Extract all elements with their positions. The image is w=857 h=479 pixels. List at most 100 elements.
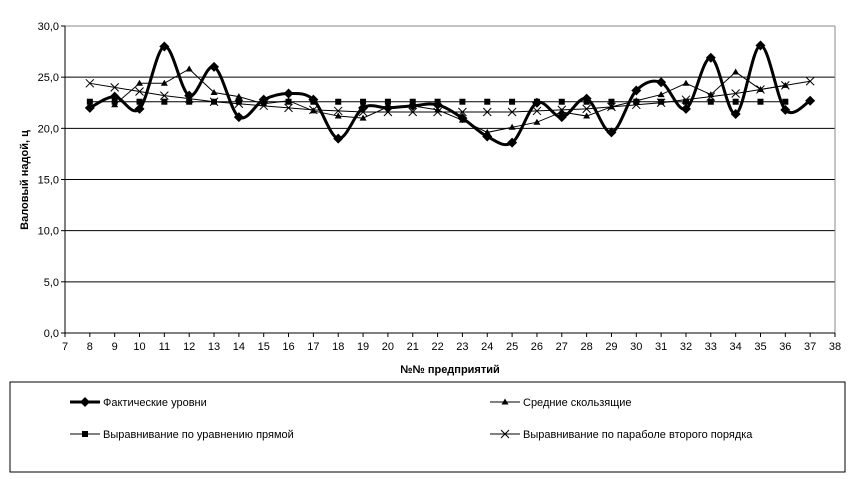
data-point-triangle bbox=[533, 118, 541, 125]
series-0 bbox=[84, 40, 816, 148]
data-point-x bbox=[507, 107, 517, 117]
x-tick-label: 15 bbox=[258, 341, 270, 353]
data-point-x bbox=[731, 89, 740, 98]
x-tick-label: 16 bbox=[282, 341, 294, 353]
data-point-square bbox=[608, 98, 615, 105]
data-point-diamond bbox=[84, 102, 95, 113]
data-point-diamond bbox=[159, 41, 170, 52]
x-tick-label: 19 bbox=[357, 341, 369, 353]
data-point-x bbox=[110, 83, 120, 92]
data-point-triangle bbox=[111, 101, 119, 108]
x-tick-label: 25 bbox=[506, 341, 518, 353]
x-tick-label: 11 bbox=[159, 341, 170, 353]
x-tick-label: 36 bbox=[779, 341, 791, 353]
x-tick-label: 8 bbox=[87, 341, 93, 353]
x-tick-label: 31 bbox=[655, 341, 667, 353]
legend-box bbox=[9, 381, 846, 473]
legend: Фактические уровни Средние скользящие Выра… bbox=[70, 397, 753, 441]
data-point-diamond bbox=[457, 113, 468, 124]
data-point-diamond bbox=[407, 100, 418, 111]
data-point-square bbox=[161, 98, 168, 105]
legend-label: Фактические уровни bbox=[103, 397, 207, 409]
data-point-x bbox=[85, 78, 95, 88]
series-line bbox=[89, 43, 811, 147]
data-point-square bbox=[82, 431, 88, 437]
data-point-diamond bbox=[358, 102, 369, 113]
data-point-diamond bbox=[209, 61, 220, 72]
data-point-diamond bbox=[432, 99, 443, 110]
data-point-diamond bbox=[482, 131, 493, 142]
data-point-triangle bbox=[632, 97, 640, 104]
x-tick-label: 30 bbox=[630, 341, 642, 353]
data-point-diamond bbox=[705, 52, 716, 63]
data-point-triangle bbox=[732, 68, 740, 75]
x-tick-label: 29 bbox=[605, 341, 617, 353]
data-point-square bbox=[235, 98, 242, 105]
x-tick-label: 18 bbox=[332, 341, 344, 353]
y-tick-label: 30,0 bbox=[38, 21, 59, 33]
data-point-x bbox=[500, 429, 510, 439]
data-point-square bbox=[384, 98, 391, 105]
data-point-triangle bbox=[160, 79, 168, 86]
x-tick-label: 34 bbox=[730, 341, 742, 353]
data-point-x bbox=[160, 91, 169, 100]
x-tick-label: 27 bbox=[556, 341, 568, 353]
x-tick-label: 35 bbox=[754, 341, 766, 353]
data-point-square bbox=[136, 98, 143, 105]
series-1 bbox=[111, 65, 789, 135]
data-point-triangle bbox=[309, 107, 317, 114]
y-tick-label: 15,0 bbox=[38, 175, 59, 187]
x-tick-label: 17 bbox=[307, 341, 319, 353]
x-tick-label: 32 bbox=[680, 341, 692, 353]
x-tick-label: 21 bbox=[407, 341, 419, 353]
data-point-triangle bbox=[210, 89, 218, 96]
data-point-diamond bbox=[755, 40, 766, 51]
data-point-diamond bbox=[631, 85, 642, 96]
data-point-square bbox=[484, 98, 491, 105]
data-point-diamond bbox=[233, 112, 244, 123]
data-point-x bbox=[805, 76, 815, 86]
data-point-triangle bbox=[781, 81, 789, 88]
data-point-square bbox=[558, 98, 565, 105]
data-point-diamond bbox=[134, 103, 145, 114]
x-tick-label: 33 bbox=[705, 341, 717, 353]
data-point-triangle bbox=[501, 398, 509, 405]
data-point-diamond bbox=[680, 103, 691, 114]
data-point-diamond bbox=[184, 90, 195, 101]
data-point-diamond bbox=[730, 109, 741, 120]
data-point-triangle bbox=[359, 114, 367, 121]
x-tick-label: 23 bbox=[456, 341, 468, 353]
x-tick-label: 13 bbox=[208, 341, 220, 353]
data-point-square bbox=[360, 98, 367, 105]
x-tick-label: 38 bbox=[829, 341, 841, 353]
data-point-triangle bbox=[285, 97, 293, 104]
data-point-square bbox=[509, 98, 516, 105]
x-tick-label: 37 bbox=[804, 341, 816, 353]
data-point-square bbox=[782, 98, 789, 105]
x-axis-title: №№ предприятий bbox=[400, 364, 500, 376]
data-point-square bbox=[335, 98, 342, 105]
data-point-diamond bbox=[656, 77, 667, 88]
y-tick-label: 25,0 bbox=[38, 72, 59, 84]
legend-label: Выравнивание по уравнению прямой bbox=[103, 429, 294, 441]
data-point-x bbox=[532, 106, 542, 116]
data-point-diamond bbox=[581, 93, 592, 104]
data-point-diamond bbox=[333, 133, 344, 144]
data-point-triangle bbox=[558, 108, 566, 115]
data-point-triangle bbox=[235, 93, 243, 100]
data-point-diamond bbox=[308, 94, 319, 105]
data-point-triangle bbox=[607, 103, 615, 110]
data-point-diamond bbox=[805, 95, 816, 106]
data-point-diamond bbox=[780, 104, 791, 115]
data-point-triangle bbox=[334, 112, 342, 119]
x-tick-label: 7 bbox=[62, 341, 68, 353]
y-tick-label: 20,0 bbox=[38, 123, 59, 135]
x-tick-label: 24 bbox=[481, 341, 493, 353]
data-point-triangle bbox=[583, 112, 591, 119]
data-point-diamond bbox=[556, 112, 567, 123]
legend-label: Средние скользящие bbox=[523, 397, 632, 409]
data-point-square bbox=[459, 98, 466, 105]
data-point-x bbox=[482, 107, 492, 117]
